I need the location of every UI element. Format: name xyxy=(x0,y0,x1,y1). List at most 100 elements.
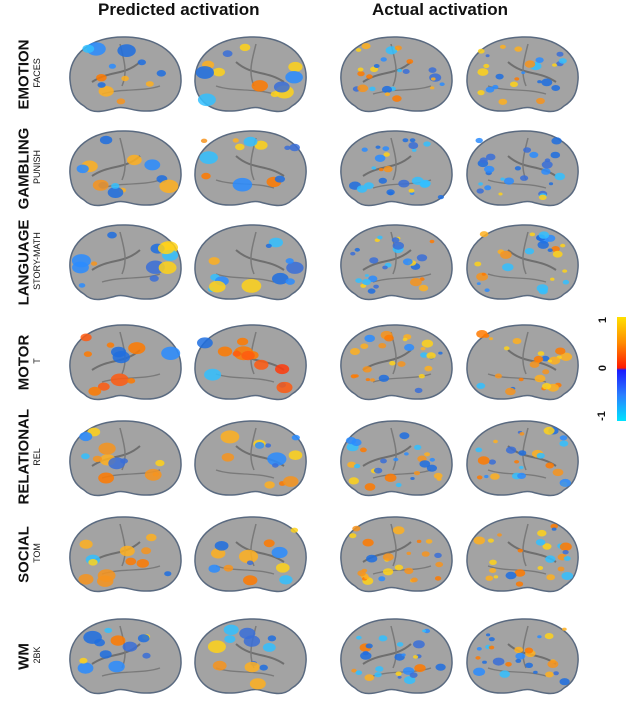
activation-blob xyxy=(271,546,288,559)
activation-blob xyxy=(429,457,435,462)
activation-blob xyxy=(422,629,427,633)
activation-blob xyxy=(424,365,433,372)
activation-blob xyxy=(497,533,502,537)
activation-blob xyxy=(538,194,547,200)
activation-blob xyxy=(536,284,549,293)
activation-blob xyxy=(244,661,260,673)
activation-blob xyxy=(285,71,303,84)
activation-blob xyxy=(263,539,275,548)
activation-blob xyxy=(428,67,437,73)
row-label: MOTOR T xyxy=(2,316,48,408)
activation-blob xyxy=(505,662,512,667)
activation-blob xyxy=(555,347,566,355)
activation-blob xyxy=(395,482,402,488)
activation-blob xyxy=(366,554,378,563)
row-language: LANGUAGE STORY-MATH xyxy=(0,216,600,308)
activation-blob xyxy=(375,145,381,149)
activation-blob xyxy=(243,575,258,586)
task-label: RELATIONAL xyxy=(15,408,33,505)
activation-blob xyxy=(559,440,569,447)
activation-blob xyxy=(492,657,505,666)
activation-blob xyxy=(285,278,295,285)
activation-blob xyxy=(217,346,233,357)
activation-blob xyxy=(556,51,564,57)
activation-blob xyxy=(288,61,303,72)
activation-blob xyxy=(385,46,398,55)
activation-blob xyxy=(498,192,503,196)
brain-surface-predicted-left xyxy=(69,618,182,695)
activation-blob xyxy=(374,238,380,242)
activation-blob xyxy=(387,191,394,196)
activation-blob xyxy=(350,251,356,256)
activation-blob xyxy=(369,378,376,382)
condition-label: PUNISH xyxy=(32,150,42,185)
activation-blob xyxy=(413,655,419,659)
activation-blob xyxy=(481,272,486,276)
activation-blob xyxy=(547,359,553,363)
activation-blob xyxy=(108,457,126,470)
activation-blob xyxy=(142,652,151,659)
activation-blob xyxy=(563,556,571,561)
activation-blob xyxy=(97,569,116,582)
activation-blob xyxy=(479,231,489,238)
activation-blob xyxy=(429,239,435,244)
activation-blob xyxy=(351,438,362,447)
task-label: SOCIAL xyxy=(15,526,33,583)
activation-blob xyxy=(438,351,443,355)
activation-blob xyxy=(208,257,220,265)
activation-blob xyxy=(99,135,113,145)
activation-blob xyxy=(389,360,396,366)
activation-blob xyxy=(77,662,94,674)
activation-blob xyxy=(79,539,93,549)
activation-blob xyxy=(541,160,553,169)
activation-blob xyxy=(500,250,512,259)
activation-blob xyxy=(275,364,290,375)
activation-blob xyxy=(518,450,527,456)
activation-blob xyxy=(289,143,300,152)
activation-blob xyxy=(476,188,484,194)
activation-blob xyxy=(211,548,226,559)
activation-blob xyxy=(352,525,361,532)
activation-blob xyxy=(529,151,539,158)
activation-blob xyxy=(477,456,490,465)
activation-blob xyxy=(413,471,421,476)
activation-blob xyxy=(488,459,496,465)
activation-blob xyxy=(197,93,216,107)
activation-blob xyxy=(545,462,554,469)
activation-blob xyxy=(404,452,409,456)
activation-blob xyxy=(520,175,529,181)
activation-blob xyxy=(537,566,544,570)
activation-blob xyxy=(500,177,505,181)
activation-blob xyxy=(98,442,116,455)
activation-blob xyxy=(364,274,369,277)
activation-blob xyxy=(199,151,218,164)
brain-surface-actual-left xyxy=(340,130,453,207)
activation-blob xyxy=(548,182,554,186)
activation-blob xyxy=(406,59,414,64)
activation-blob xyxy=(214,541,229,551)
activation-blob xyxy=(80,333,92,342)
activation-blob xyxy=(514,460,520,464)
activation-blob xyxy=(418,284,429,292)
activation-blob xyxy=(477,68,489,76)
activation-blob xyxy=(544,633,554,640)
activation-blob xyxy=(505,446,517,454)
activation-blob xyxy=(414,444,422,450)
activation-blob xyxy=(119,545,135,557)
activation-blob xyxy=(489,568,497,573)
activation-blob xyxy=(88,559,98,566)
activation-blob xyxy=(378,168,384,172)
activation-blob xyxy=(378,374,390,382)
brain-surface-actual-left xyxy=(340,324,453,401)
activation-blob xyxy=(498,98,508,105)
activation-blob xyxy=(394,564,404,571)
activation-blob xyxy=(542,543,552,550)
activation-blob xyxy=(524,248,535,255)
brain-surface-actual-right xyxy=(466,36,579,113)
activation-blob xyxy=(374,154,386,162)
activation-blob xyxy=(475,137,483,144)
activation-blob xyxy=(204,368,222,381)
activation-blob xyxy=(200,138,208,143)
brain-surface-actual-right xyxy=(466,224,579,301)
activation-blob xyxy=(484,288,490,292)
